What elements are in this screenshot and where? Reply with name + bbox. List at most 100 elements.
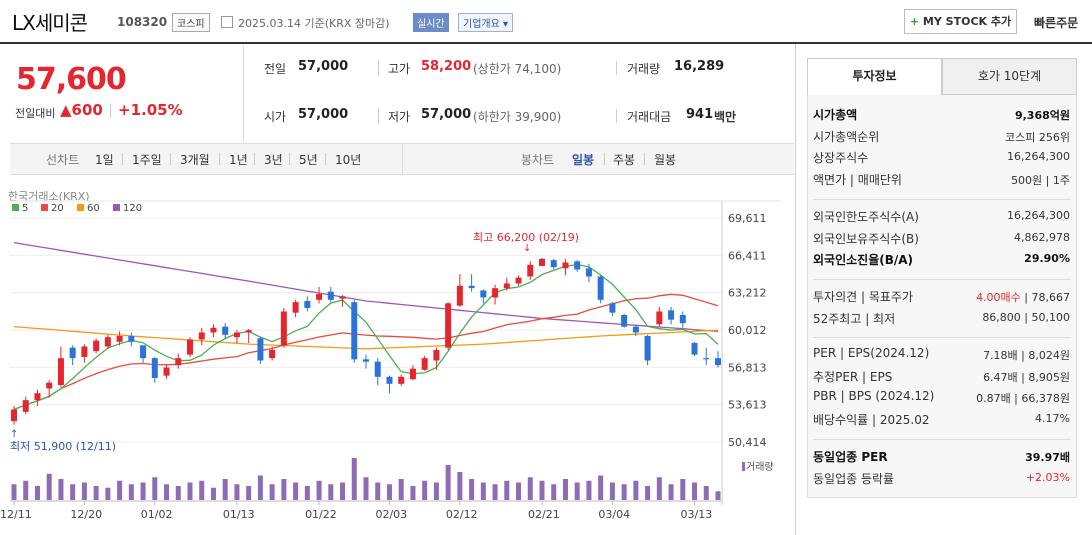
- high-value: 58,200: [421, 59, 472, 74]
- candle-body: [198, 332, 205, 340]
- candle-body: [632, 326, 639, 333]
- candle-body: [316, 293, 323, 300]
- info-value: 16,264,300: [1007, 209, 1070, 222]
- volume-bar: [105, 487, 111, 500]
- quick-order-button[interactable]: 빠른주문: [1034, 16, 1079, 30]
- candle-body: [515, 277, 522, 284]
- candle-body: [691, 342, 698, 355]
- volume-bar: [93, 486, 99, 500]
- candle-body: [339, 296, 346, 299]
- section-divider: [813, 337, 1071, 338]
- realtime-button[interactable]: 실시간: [413, 13, 449, 32]
- info-label: PBR | BPS (2024.12): [813, 389, 935, 403]
- volume-bar: [81, 482, 87, 500]
- period-5y[interactable]: 5년: [299, 153, 318, 167]
- candle-body: [656, 311, 663, 325]
- info-value: 코스피 256위: [1005, 130, 1070, 144]
- info-label: 외국인보유주식수(B): [813, 231, 919, 246]
- legend-label: 20: [51, 203, 64, 214]
- info-label: 시가총액: [813, 108, 858, 122]
- info-value: 4,862,978: [1014, 230, 1070, 244]
- period-1w[interactable]: 1주일: [132, 153, 162, 167]
- volume-bar: [328, 484, 334, 500]
- x-tick-label: 03/04: [598, 508, 630, 521]
- high-annotation: 최고 66,200 (02/19): [473, 231, 579, 244]
- candle-body: [46, 382, 53, 389]
- volume-bar: [562, 479, 568, 500]
- candle-body: [163, 367, 170, 376]
- divider: [325, 153, 326, 165]
- company-overview-dropdown[interactable]: 기업개요 ▾: [458, 13, 513, 32]
- period-3y[interactable]: 3년: [264, 153, 283, 167]
- candle-body: [292, 302, 299, 313]
- tab-order-book[interactable]: 호가 10단계: [942, 58, 1077, 95]
- plus-icon: +: [909, 15, 923, 28]
- investment-info-panel: [807, 58, 1077, 498]
- period-1d[interactable]: 1일: [95, 153, 114, 167]
- x-tick-label: 12/11: [0, 508, 32, 521]
- volume-bar: [375, 482, 381, 500]
- volume-bar: [527, 477, 533, 500]
- candle-body: [269, 349, 276, 359]
- info-label: 외국인소진율(B/A): [813, 253, 914, 267]
- period-10y[interactable]: 10년: [335, 153, 362, 167]
- candle-daily[interactable]: 일봉: [572, 153, 595, 167]
- tab-investment-info[interactable]: 투자정보: [807, 58, 942, 95]
- section-divider: [813, 439, 1071, 440]
- candles: ↓↑: [10, 243, 721, 440]
- volume-bar: [539, 480, 545, 500]
- divider: [170, 153, 171, 165]
- info-label: 동일업종 PER: [813, 450, 888, 464]
- volume-bar: [457, 472, 463, 500]
- volume-bar: [257, 475, 263, 500]
- candle-body: [257, 338, 264, 361]
- open-label: 시가: [264, 110, 287, 124]
- candle-body: [245, 330, 252, 333]
- volume-bar: [504, 480, 510, 500]
- volume-bar: [152, 477, 158, 500]
- period-1y[interactable]: 1년: [229, 153, 248, 167]
- candle-chart-label: 봉차트: [521, 153, 555, 167]
- candle-body: [492, 288, 499, 298]
- candle-monthly[interactable]: 월봉: [654, 153, 677, 167]
- candle-body: [327, 291, 334, 300]
- period-3m[interactable]: 3개월: [180, 153, 210, 167]
- volume-bar: [46, 473, 52, 500]
- candle-body: [175, 358, 182, 366]
- candle-body: [621, 314, 628, 327]
- chart-source: 한국거래소(KRX): [8, 190, 90, 203]
- candle-body: [562, 262, 569, 269]
- volume-bar: [281, 479, 287, 500]
- y-tick-label: 63,212: [728, 287, 767, 300]
- info-label: 상장주식수: [813, 151, 869, 165]
- candle-body: [550, 260, 557, 268]
- candle-body: [304, 300, 311, 308]
- low-annotation: 최저 51,900 (12/11): [10, 440, 116, 453]
- info-label: 동일업종 등락률: [813, 471, 895, 486]
- info-value: 4.00매수 | 78,667: [940, 289, 1070, 305]
- price-chart[interactable]: 한국거래소(KRX) 5 20 60 120 ↓↑ 69,61166,41163,21…: [0, 185, 795, 535]
- candle-body: [503, 283, 510, 289]
- volume-bar: [692, 482, 698, 500]
- add-my-stock-button[interactable]: + MY STOCK 추가: [904, 9, 1017, 34]
- volume-bar: [363, 477, 369, 500]
- candle-weekly[interactable]: 주봉: [613, 153, 636, 167]
- y-tick-label: 50,414: [728, 436, 767, 449]
- x-axis: 12/11 12/20 01/02 01/13 01/22 02/03 02/12 02/21…: [0, 501, 712, 521]
- candle-body: [539, 258, 545, 266]
- y-tick-label: 66,411: [728, 249, 767, 262]
- volume-bar: [316, 480, 322, 500]
- candle-body: [433, 349, 440, 361]
- info-label: 투자의견 | 목표주가: [813, 290, 913, 304]
- current-price: 57,600: [16, 62, 127, 97]
- x-tick-label: 01/22: [305, 508, 337, 521]
- legend-swatch: [113, 204, 120, 211]
- candle-body: [609, 303, 616, 313]
- volume-bar: [551, 484, 557, 500]
- add-my-stock-label: MY STOCK 추가: [922, 15, 1012, 28]
- volume-bar: [140, 482, 146, 500]
- ma-legend: 5 20 60 120: [12, 203, 142, 214]
- volume-bar: [246, 486, 252, 500]
- ma-120-line: [13, 241, 719, 332]
- divider: [644, 153, 645, 165]
